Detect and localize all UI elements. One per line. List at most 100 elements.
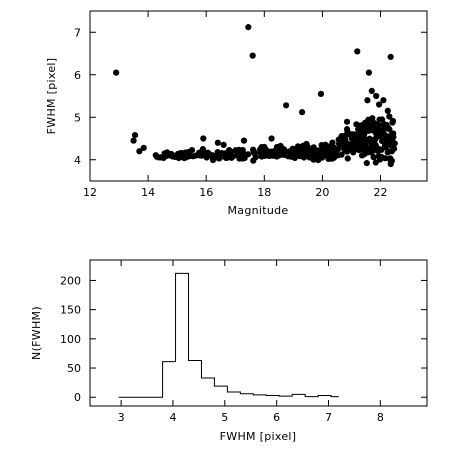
scatter-point xyxy=(387,157,395,164)
scatter-point xyxy=(261,152,269,159)
histogram-x-tick-label: 3 xyxy=(118,411,125,424)
scatter-x-axis-label: Magnitude xyxy=(228,204,289,217)
scatter-point xyxy=(372,159,379,166)
scatter-point xyxy=(303,145,310,152)
scatter-point xyxy=(376,116,383,123)
scatter-point xyxy=(385,148,392,155)
scatter-point xyxy=(390,144,397,151)
scatter-point xyxy=(181,155,188,162)
scatter-point xyxy=(113,69,120,76)
scatter-point xyxy=(227,153,235,160)
scatter-point xyxy=(343,131,351,138)
scatter-point xyxy=(387,53,394,61)
scatter-point xyxy=(130,137,137,144)
histogram-y-tick-label: 0 xyxy=(74,391,81,404)
scatter-x-tick-label: 12 xyxy=(83,186,97,199)
scatter-y-axis-label: FWHM [pixel] xyxy=(45,58,58,135)
scatter-point xyxy=(334,146,342,153)
scatter-point xyxy=(269,148,276,156)
scatter-point xyxy=(377,153,384,160)
scatter-point xyxy=(307,149,314,156)
scatter-point xyxy=(261,143,268,151)
scatter-point xyxy=(384,107,391,114)
scatter-y-tick-label: 5 xyxy=(74,111,81,124)
scatter-point xyxy=(285,149,292,156)
histogram-x-tick-label: 4 xyxy=(169,411,176,424)
scatter-point xyxy=(245,24,252,31)
scatter-point xyxy=(380,97,387,104)
scatter-point xyxy=(389,119,396,126)
scatter-point xyxy=(376,128,383,135)
scatter-point xyxy=(249,146,257,153)
scatter-point xyxy=(374,121,382,129)
histogram-y-tick-label: 100 xyxy=(60,333,81,346)
histogram-y-tick-label: 50 xyxy=(67,362,81,375)
scatter-point xyxy=(268,135,275,142)
scatter-point xyxy=(199,146,206,153)
scatter-point xyxy=(344,155,351,162)
scatter-point xyxy=(294,143,302,150)
scatter-point xyxy=(361,119,369,126)
scatter-point xyxy=(241,154,248,162)
scatter-point xyxy=(363,160,370,167)
scatter-point xyxy=(140,144,147,151)
scatter-point xyxy=(329,139,336,146)
scatter-points xyxy=(113,24,398,168)
scatter-point xyxy=(282,102,290,109)
scatter-point xyxy=(298,109,306,116)
scatter-point xyxy=(175,152,182,159)
scatter-point xyxy=(152,152,159,159)
scatter-x-tick-label: 14 xyxy=(141,186,155,199)
histogram-x-axis-label: FWHM [pixel] xyxy=(220,430,297,443)
histogram-y-tick-label: 200 xyxy=(60,274,81,287)
scatter-point xyxy=(169,153,176,160)
scatter-point xyxy=(369,115,376,122)
scatter-point xyxy=(192,152,199,159)
scatter-x-tick-label: 18 xyxy=(257,186,271,199)
scatter-point xyxy=(252,154,259,161)
scatter-point xyxy=(361,147,368,154)
scatter-point xyxy=(349,146,356,153)
scatter-point xyxy=(375,101,383,108)
scatter-point xyxy=(386,126,393,133)
scatter-point xyxy=(216,151,223,158)
scatter-point xyxy=(366,145,373,153)
scatter-point xyxy=(312,152,319,160)
scatter-point xyxy=(365,69,372,76)
scatter-point xyxy=(351,131,358,138)
scatter-point xyxy=(220,141,227,148)
scatter-point xyxy=(358,152,366,159)
scatter-point xyxy=(317,90,325,97)
histogram-x-tick-label: 7 xyxy=(325,411,332,424)
scatter-point xyxy=(370,154,377,161)
scatter-point xyxy=(381,143,389,151)
scatter-frame xyxy=(89,10,428,182)
scatter-y-tick-label: 6 xyxy=(74,69,81,82)
scatter-point xyxy=(354,48,361,55)
scatter-point xyxy=(321,145,328,152)
scatter-point xyxy=(338,140,345,148)
histogram-y-axis-label: N(FWHM) xyxy=(30,306,43,360)
scatter-point xyxy=(334,152,342,159)
scatter-y-tick-label: 7 xyxy=(74,26,81,39)
scatter-point xyxy=(353,121,360,128)
scatter-point xyxy=(373,134,380,141)
scatter-point xyxy=(368,87,375,94)
histogram-x-tick-label: 5 xyxy=(221,411,228,424)
scatter-point xyxy=(131,132,139,139)
scatter-point xyxy=(209,156,217,164)
scatter-point xyxy=(214,139,221,146)
scatter-point xyxy=(249,52,256,59)
scatter-y-tick-label: 4 xyxy=(74,154,81,167)
histogram-x-tick-label: 8 xyxy=(377,411,384,424)
scatter-point xyxy=(240,137,248,144)
histogram-y-tick-label: 150 xyxy=(60,304,81,317)
scatter-point xyxy=(356,127,363,135)
histogram-x-tick-label: 6 xyxy=(273,411,280,424)
scatter-x-tick-label: 20 xyxy=(315,186,329,199)
scatter-point xyxy=(380,122,387,129)
scatter-point xyxy=(373,92,380,100)
histogram-panel: 3 4 5 6 7 8 0 50 100 150 200 FWHM [pixel] N(FWHM) xyxy=(30,259,428,443)
histogram-frame xyxy=(89,259,428,407)
scatter-point xyxy=(381,135,388,142)
